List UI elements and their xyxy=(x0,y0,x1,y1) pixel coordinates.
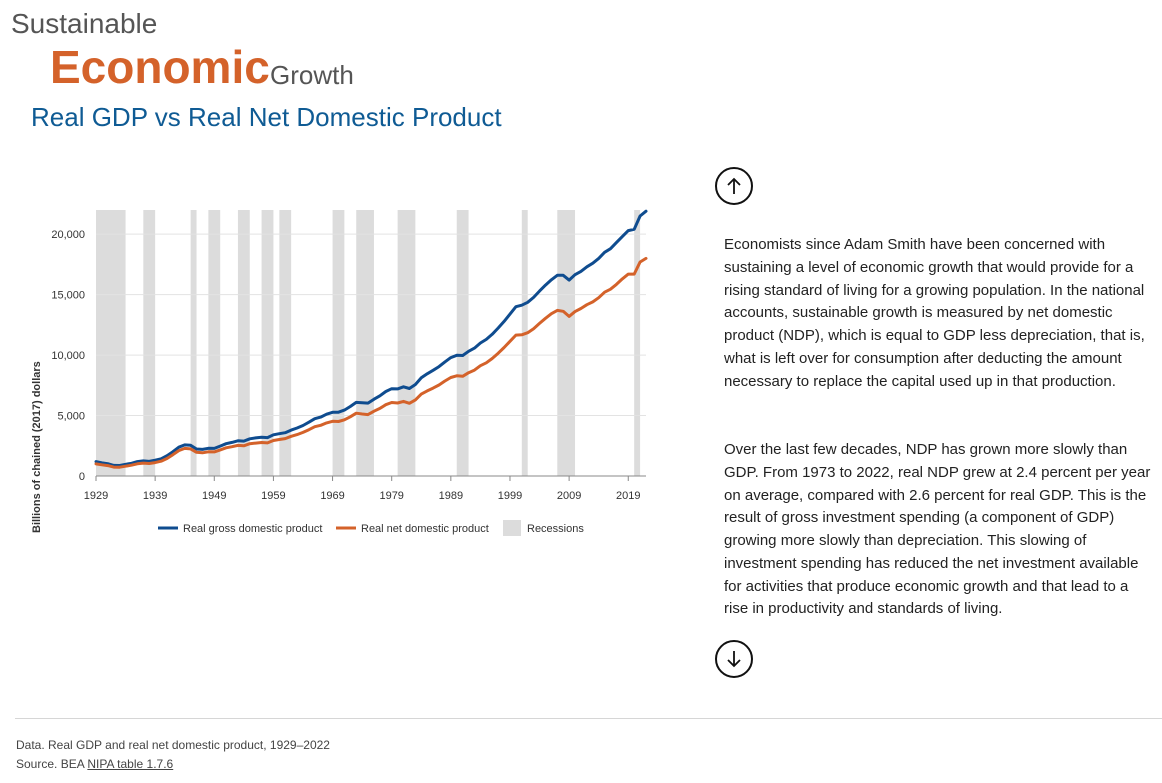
y-tick-label-3: 15,000 xyxy=(51,290,85,302)
recession-band-11 xyxy=(521,210,528,476)
page-title: Real GDP vs Real Net Domestic Product xyxy=(31,102,502,132)
analysis-paragraph: Over the last few decades, NDP has grown… xyxy=(724,441,1151,618)
recession-band-13 xyxy=(634,210,641,476)
x-tick-label-8: 2009 xyxy=(557,490,581,502)
scroll-down-button[interactable] xyxy=(715,640,753,678)
gdp-ndp-line-chart: 0 5,000 10,000 15,000 20,000 1929 1939 1949 1959… xyxy=(31,209,648,536)
footer-source-note: Source. BEA NIPA table 1.7.6 xyxy=(16,757,173,771)
recession-band-5 xyxy=(261,210,274,476)
brand-growth: Growth xyxy=(270,60,354,90)
legend: Real gross domestic product Real net dome… xyxy=(158,520,584,536)
series-lines xyxy=(94,209,648,469)
y-tick-label-4: 20,000 xyxy=(51,229,85,241)
y-tick-label-0: 0 xyxy=(79,471,85,483)
legend-label-2: Recessions xyxy=(527,523,584,535)
x-tick-label-4: 1969 xyxy=(320,490,344,502)
axes: 0 5,000 10,000 15,000 20,000 1929 1939 1949 1959… xyxy=(51,229,646,502)
recession-band-3 xyxy=(208,210,221,476)
recession-band-9 xyxy=(397,210,416,476)
recession-band-6 xyxy=(279,210,292,476)
x-tick-label-3: 1959 xyxy=(261,490,285,502)
grid-lines xyxy=(96,233,646,417)
footer-data-note: Data. Real GDP and real net domestic pro… xyxy=(16,738,330,752)
recession-band-10 xyxy=(456,210,469,476)
recession-band-1 xyxy=(143,210,156,476)
recession-band-8 xyxy=(356,210,374,476)
scroll-up-button[interactable] xyxy=(715,167,753,205)
legend-swatch-2 xyxy=(503,520,521,536)
legend-label-0: Real gross domestic product xyxy=(183,523,322,535)
y-axis-label: Billions of chained (2017) dollars xyxy=(31,361,43,533)
x-tick-label-9: 2019 xyxy=(616,490,640,502)
x-tick-label-0: 1929 xyxy=(84,490,108,502)
source-link[interactable]: NIPA table 1.7.6 xyxy=(87,757,174,771)
intro-paragraph: Economists since Adam Smith have been co… xyxy=(724,236,1145,390)
arrow-down-icon xyxy=(727,651,741,668)
arrow-up-icon xyxy=(727,177,741,194)
brand-economic: Economic xyxy=(50,41,270,93)
x-tick-label-2: 1949 xyxy=(202,490,226,502)
gdp-series-line xyxy=(94,209,648,467)
footer-divider xyxy=(15,718,1162,719)
x-tick-label-7: 1999 xyxy=(498,490,522,502)
ndp-series-line xyxy=(94,256,648,469)
recession-band-4 xyxy=(237,210,250,476)
recession-band-2 xyxy=(190,210,197,476)
y-tick-label-1: 5,000 xyxy=(57,411,85,423)
x-tick-label-5: 1979 xyxy=(379,490,403,502)
x-tick-label-6: 1989 xyxy=(439,490,463,502)
recession-band-0 xyxy=(96,210,126,476)
legend-label-1: Real net domestic product xyxy=(361,523,489,535)
recession-band-7 xyxy=(332,210,345,476)
y-tick-label-2: 10,000 xyxy=(51,350,85,362)
recession-bands xyxy=(96,210,641,476)
recession-band-12 xyxy=(557,210,576,476)
brand-sustainable: Sustainable xyxy=(11,8,158,39)
footer-source-prefix: Source. BEA xyxy=(16,757,88,771)
x-tick-label-1: 1939 xyxy=(143,490,167,502)
